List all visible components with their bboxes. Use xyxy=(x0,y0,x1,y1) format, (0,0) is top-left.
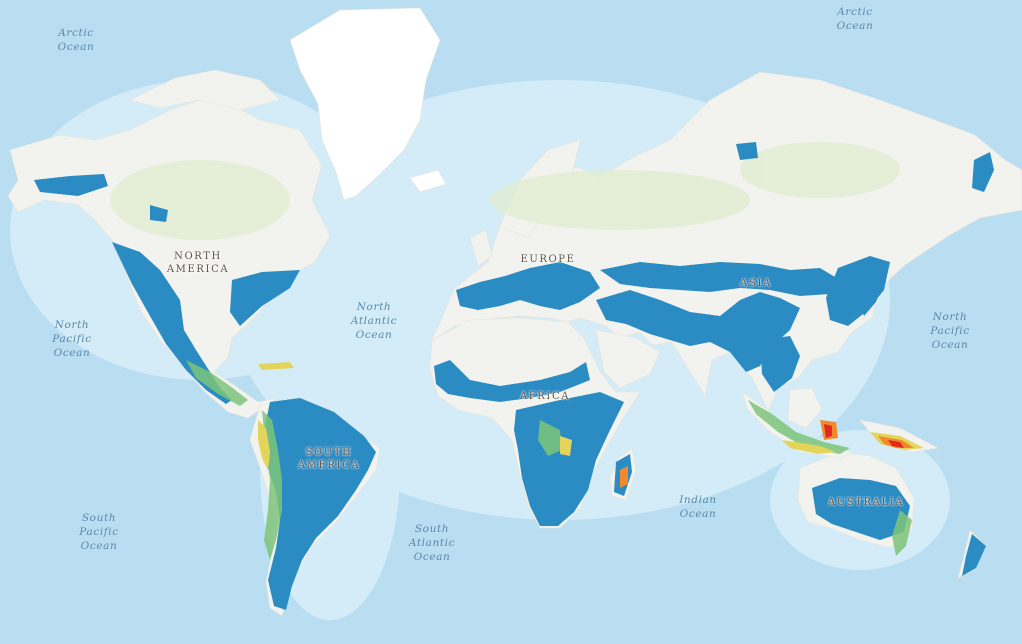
label-arctic-ocean-west: Arctic Ocean xyxy=(57,27,95,53)
data-layer-yellow xyxy=(258,362,924,470)
label-indian-ocean: Indian Ocean xyxy=(679,494,717,520)
blue-siberia-west xyxy=(736,142,758,160)
land-greenland xyxy=(289,7,441,201)
ice xyxy=(289,7,447,201)
land-uk xyxy=(469,229,493,267)
land-borneo xyxy=(787,387,823,429)
label-north-pacific-ocean-east: North Pacific Ocean xyxy=(930,311,970,351)
blue-western-north-america xyxy=(112,242,232,404)
yellow-east-africa xyxy=(560,436,572,456)
green-central-america xyxy=(186,360,248,406)
blue-canada-patch xyxy=(150,205,168,222)
label-south-america: SOUTH AMERICA xyxy=(297,447,361,471)
label-north-atlantic-ocean: North Atlantic Ocean xyxy=(350,301,398,341)
yellow-caribbean xyxy=(258,362,294,370)
label-europe: EUROPE xyxy=(520,254,576,265)
blue-north-africa xyxy=(434,360,590,402)
label-north-pacific-ocean-west: North Pacific Ocean xyxy=(52,319,92,359)
data-layer-blue xyxy=(34,142,994,610)
blue-siberia-east xyxy=(972,152,994,192)
orange-madagascar xyxy=(620,466,628,488)
label-asia: ASIA xyxy=(740,278,772,289)
label-africa: AFRICA xyxy=(519,391,571,402)
green-eastern-australia xyxy=(892,510,912,556)
blue-eastern-us xyxy=(230,270,300,326)
label-north-america: NORTH AMERICA xyxy=(166,251,230,275)
yellow-java xyxy=(782,440,836,454)
label-south-pacific-ocean: South Pacific Ocean xyxy=(79,512,119,552)
land-arabia xyxy=(595,329,661,389)
label-south-atlantic-ocean: South Atlantic Ocean xyxy=(408,523,456,563)
blue-australia xyxy=(812,478,910,540)
land-canadian-islands xyxy=(129,69,281,111)
label-arctic-ocean-east: Arctic Ocean xyxy=(836,6,874,32)
red-new-guinea xyxy=(888,440,904,448)
label-australia: AUSTRALIA xyxy=(827,497,905,508)
data-layer-red xyxy=(824,424,904,448)
red-sulawesi xyxy=(824,424,832,438)
green-east-africa xyxy=(538,420,562,456)
blue-se-asia xyxy=(760,336,800,392)
land-iceland xyxy=(409,169,447,193)
blue-middle-east xyxy=(596,290,800,372)
blue-japan xyxy=(860,268,884,316)
blue-central-asia xyxy=(600,262,840,296)
blue-new-zealand xyxy=(962,534,986,576)
yellow-andes xyxy=(258,420,270,470)
blue-alaska xyxy=(34,174,108,196)
blue-south-america xyxy=(262,398,376,610)
blue-europe xyxy=(456,262,600,310)
